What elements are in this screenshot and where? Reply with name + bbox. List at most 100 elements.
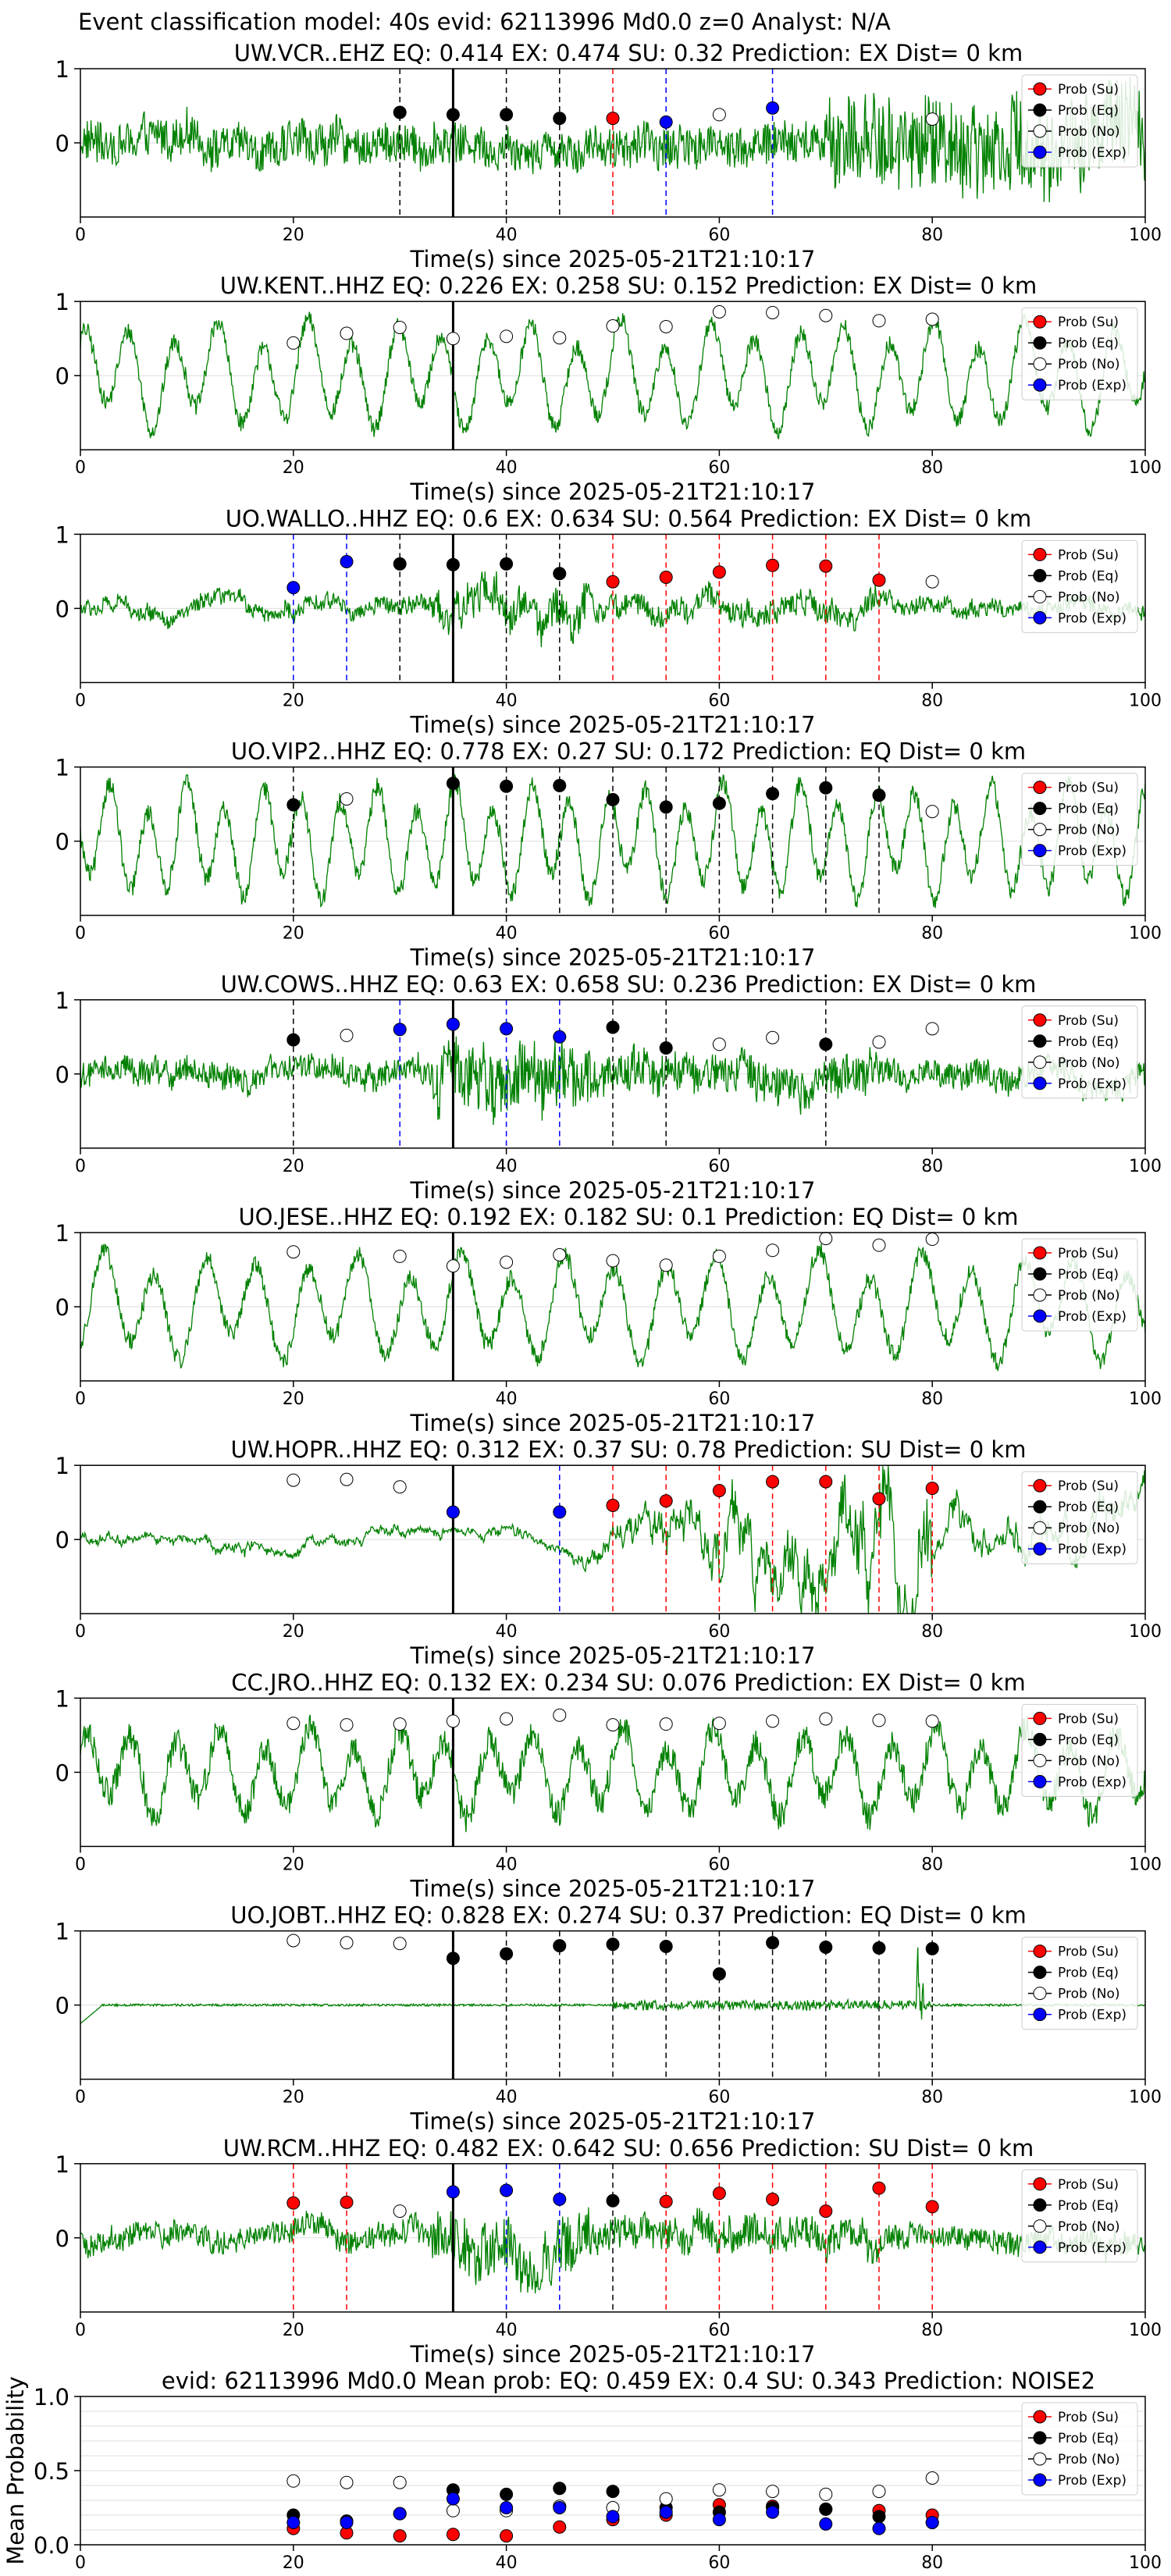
x-tick-label: 20 (283, 924, 304, 944)
mean-point-no (712, 2483, 726, 2497)
prob-point-exp (500, 1022, 514, 1036)
legend-label-exp: Prob (Exp) (1058, 1542, 1127, 1557)
mean-point-su (553, 2520, 567, 2534)
mean-point-no (393, 2475, 407, 2489)
prob-point-no (659, 1717, 673, 1731)
legend-label-su: Prob (Su) (1058, 1246, 1119, 1261)
legend-frame (1021, 1471, 1138, 1564)
mean-point-exp (446, 2492, 460, 2506)
prob-point-su (872, 573, 886, 587)
prob-point-no (766, 1030, 780, 1044)
y-tick-label: 0 (55, 1759, 69, 1786)
prob-point-su (659, 571, 673, 584)
prob-point-no (712, 108, 726, 122)
mean-point-exp (712, 2513, 726, 2527)
prob-point-no (872, 314, 886, 328)
x-tick-label: 100 (1129, 691, 1162, 710)
mean-point-eq (553, 2482, 567, 2496)
legend-label-su: Prob (Su) (1058, 2410, 1119, 2425)
waveform-trace (80, 1244, 1146, 1372)
prob-point-no (872, 1238, 886, 1252)
prob-point-eq (606, 1937, 620, 1952)
legend-frame (1021, 1937, 1138, 2030)
prob-point-su (819, 559, 833, 573)
mean-point-su (393, 2529, 407, 2543)
mean-point-exp (500, 2501, 514, 2514)
prob-point-eq (446, 108, 460, 122)
prob-point-su (766, 558, 780, 572)
legend: Prob (Su) Prob (Eq) Prob (No) Prob (Exp) (1021, 307, 1138, 400)
x-tick-label: 60 (708, 226, 730, 245)
prob-point-eq (553, 567, 567, 581)
legend-label-exp: Prob (Exp) (1058, 1076, 1127, 1092)
legend-label-exp: Prob (Exp) (1058, 1309, 1127, 1325)
prob-point-no (340, 1718, 354, 1732)
x-tick-label: 60 (708, 1157, 730, 1176)
mean-point-no (659, 2492, 673, 2506)
prob-point-eq (393, 105, 407, 119)
prob-point-eq (712, 1967, 726, 1981)
station-panel-1: UW.KENT..HHZ EQ: 0.226 EX: 0.258 SU: 0.1… (55, 272, 1162, 505)
prob-point-exp (393, 1023, 407, 1037)
prob-point-no (712, 1717, 726, 1731)
legend-frame (1021, 773, 1138, 866)
x-tick-label: 80 (921, 2088, 943, 2108)
station-panel-0: UW.VCR..EHZ EQ: 0.414 EX: 0.474 SU: 0.32… (55, 40, 1162, 272)
prob-point-no (553, 331, 567, 345)
x-tick-label: 100 (1129, 2321, 1162, 2340)
x-axis-label: Time(s) since 2025-05-21T21:10:17 (410, 1642, 816, 1669)
x-tick-label: 0 (75, 1389, 86, 1409)
legend: Prob (Su) Prob (Eq) Prob (No) Prob (Exp) (1021, 1005, 1138, 1099)
x-tick-label: 100 (1129, 1389, 1162, 1409)
legend-label-no: Prob (No) (1058, 1753, 1120, 1769)
legend-marker-no (1033, 1987, 1047, 2001)
legend-marker-no (1033, 357, 1047, 371)
panel-title: UW.RCM..HHZ EQ: 0.482 EX: 0.642 SU: 0.65… (223, 2135, 1034, 2161)
legend-label-no: Prob (No) (1058, 589, 1120, 605)
prob-point-eq (766, 1936, 780, 1950)
prob-point-su (606, 112, 620, 126)
legend-label-eq: Prob (Eq) (1058, 103, 1119, 119)
panel-title: UW.COWS..HHZ EQ: 0.63 EX: 0.658 SU: 0.23… (221, 971, 1037, 998)
mean-point-exp (553, 2501, 567, 2514)
y-tick-label: 0 (55, 596, 69, 622)
prob-point-no (712, 1037, 726, 1051)
prob-point-no (872, 1713, 886, 1727)
legend-marker-exp (1033, 145, 1047, 159)
waveform-trace (80, 1036, 1146, 1126)
prob-point-no (287, 1717, 301, 1731)
prob-point-no (287, 336, 301, 350)
legend-label-exp: Prob (Exp) (1058, 610, 1127, 626)
legend-marker-su (1033, 82, 1047, 96)
mean-point-exp (766, 2505, 780, 2519)
prob-point-no (446, 332, 460, 346)
legend-frame (1021, 74, 1138, 168)
prob-point-exp (659, 115, 673, 129)
waveform-trace (80, 311, 1146, 440)
panel-title: UO.JOBT..HHZ EQ: 0.828 EX: 0.274 SU: 0.3… (230, 1902, 1027, 1929)
x-tick-label: 40 (496, 1855, 518, 1874)
prob-point-exp (766, 101, 780, 115)
prob-point-no (819, 308, 833, 322)
prob-point-no (500, 1712, 514, 1726)
prob-point-no (393, 2204, 407, 2218)
prob-point-exp (553, 2192, 567, 2206)
prob-point-eq (393, 557, 407, 571)
legend-marker-su (1033, 1478, 1047, 1493)
prob-point-su (925, 2200, 939, 2214)
station-panel-7: CC.JRO..HHZ EQ: 0.132 EX: 0.234 SU: 0.07… (55, 1669, 1162, 1902)
y-tick-label: 1 (55, 289, 69, 315)
panel-title: UW.HOPR..HHZ EQ: 0.312 EX: 0.37 SU: 0.78… (231, 1436, 1027, 1463)
panel-title: UO.VIP2..HHZ EQ: 0.778 EX: 0.27 SU: 0.17… (231, 738, 1026, 765)
prob-point-exp (446, 1017, 460, 1031)
x-tick-label: 60 (708, 458, 730, 478)
prob-point-no (925, 1233, 939, 1247)
legend-label-su: Prob (Su) (1058, 82, 1119, 98)
legend-marker-eq (1033, 2198, 1047, 2212)
x-tick-label: 20 (283, 1855, 304, 1874)
legend-marker-exp (1033, 2240, 1047, 2254)
legend-frame (1021, 1238, 1138, 1332)
x-tick-label: 40 (496, 1622, 518, 1642)
x-axis-label: Time(s) since 2025-05-21T21:10:17 (410, 2108, 816, 2135)
mean-point-exp (659, 2505, 673, 2519)
